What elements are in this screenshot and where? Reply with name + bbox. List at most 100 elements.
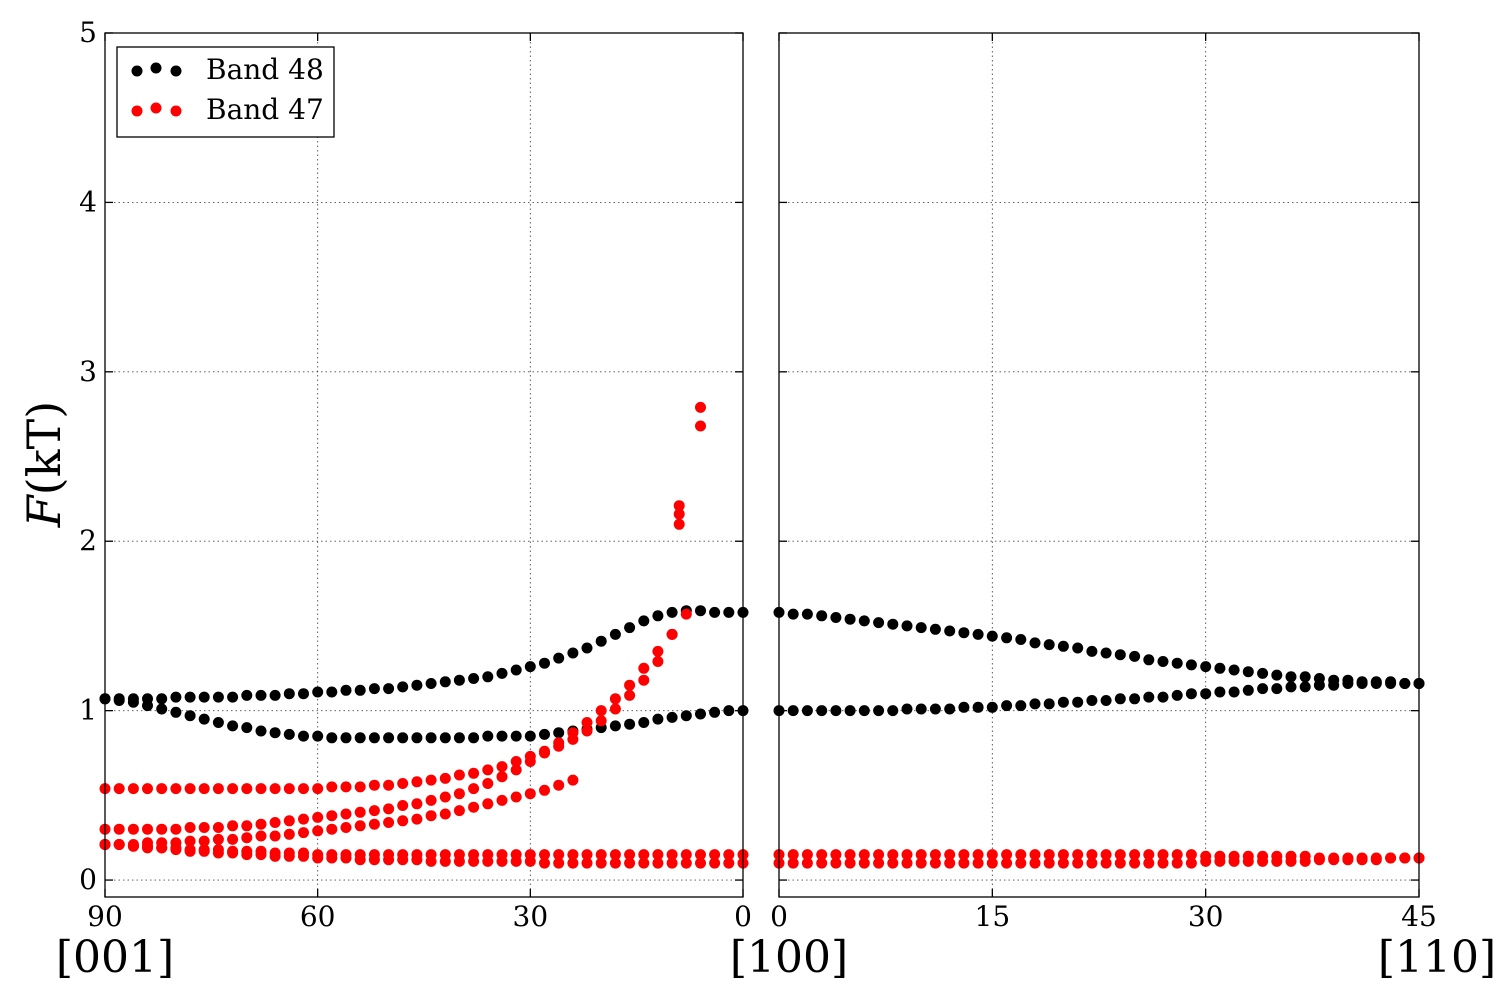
data-point <box>624 622 636 634</box>
y-tick-label: 5 <box>79 16 97 49</box>
series-band-48 <box>773 606 1425 717</box>
data-point <box>816 857 828 869</box>
data-point <box>1242 855 1254 867</box>
data-point <box>1171 849 1183 861</box>
data-point <box>1015 857 1027 869</box>
data-point <box>1057 640 1069 652</box>
data-point <box>482 798 494 810</box>
data-point <box>944 703 956 715</box>
data-point <box>609 693 621 705</box>
data-point <box>1072 857 1084 869</box>
data-point <box>1029 698 1041 710</box>
x-tick-label: 0 <box>734 900 752 933</box>
data-point <box>986 630 998 642</box>
data-point <box>411 854 423 866</box>
data-point <box>453 855 465 867</box>
data-point <box>411 679 423 691</box>
data-point <box>609 849 621 861</box>
data-point <box>539 849 550 861</box>
data-point <box>858 849 870 861</box>
direction-label: [001] <box>56 932 174 983</box>
data-point <box>858 857 870 869</box>
data-point <box>241 689 253 701</box>
data-point <box>453 769 465 781</box>
data-point <box>269 817 281 828</box>
data-point <box>411 813 423 825</box>
data-point <box>1342 854 1354 866</box>
data-point <box>1200 661 1212 673</box>
data-point <box>1043 849 1055 861</box>
data-point <box>227 691 239 703</box>
data-point <box>241 849 253 861</box>
data-point <box>638 662 650 674</box>
data-point <box>354 820 366 832</box>
data-point <box>873 617 885 629</box>
data-point <box>1001 700 1013 712</box>
data-point <box>1370 854 1382 866</box>
data-point <box>298 730 309 742</box>
data-point <box>695 401 706 413</box>
data-point <box>312 825 324 837</box>
data-point <box>425 794 437 806</box>
data-point <box>468 673 480 684</box>
data-point <box>887 705 899 717</box>
data-point <box>972 857 984 869</box>
data-point <box>340 732 352 744</box>
data-point <box>241 820 253 832</box>
data-point <box>972 628 984 640</box>
data-point <box>482 855 494 867</box>
data-point <box>127 696 139 708</box>
data-point <box>1399 678 1411 689</box>
data-point <box>666 628 678 640</box>
data-point <box>1200 855 1212 867</box>
data-point <box>1328 854 1340 866</box>
data-point <box>453 732 465 744</box>
data-point <box>227 720 239 732</box>
data-point <box>212 822 224 833</box>
data-point <box>397 732 409 744</box>
data-point <box>873 705 885 717</box>
data-point <box>1257 683 1269 695</box>
x-tick-label: 60 <box>300 900 336 933</box>
data-point <box>198 713 210 725</box>
data-point <box>397 815 409 827</box>
data-point <box>915 849 927 861</box>
data-point <box>958 701 970 713</box>
data-point <box>298 813 309 825</box>
data-point <box>312 811 324 823</box>
data-point <box>581 642 593 654</box>
data-point <box>1015 634 1027 645</box>
data-point <box>468 767 480 779</box>
data-point <box>269 783 281 795</box>
data-point <box>425 732 437 744</box>
data-point <box>340 822 352 833</box>
data-point <box>887 857 899 869</box>
data-point <box>524 788 536 800</box>
data-point <box>340 781 352 793</box>
data-point <box>1171 857 1183 869</box>
data-point <box>801 849 813 861</box>
data-point <box>1001 632 1013 644</box>
data-point <box>170 691 182 703</box>
data-point <box>901 620 913 632</box>
data-point <box>383 854 395 866</box>
data-point <box>1057 849 1069 861</box>
x-tick-label: 30 <box>513 900 549 933</box>
data-point <box>581 717 593 728</box>
data-point <box>241 832 253 844</box>
data-point <box>1143 849 1155 861</box>
data-point <box>915 703 927 715</box>
data-point <box>411 732 423 744</box>
data-point <box>1072 696 1084 708</box>
x-tick-label: 90 <box>87 900 123 933</box>
data-point <box>170 823 182 835</box>
data-point <box>184 710 196 722</box>
data-point <box>567 857 579 869</box>
data-point <box>666 857 678 869</box>
data-point <box>1399 852 1411 864</box>
series-band-48 <box>99 605 749 744</box>
data-point <box>496 667 508 679</box>
data-point <box>411 776 423 788</box>
data-point <box>652 857 664 869</box>
